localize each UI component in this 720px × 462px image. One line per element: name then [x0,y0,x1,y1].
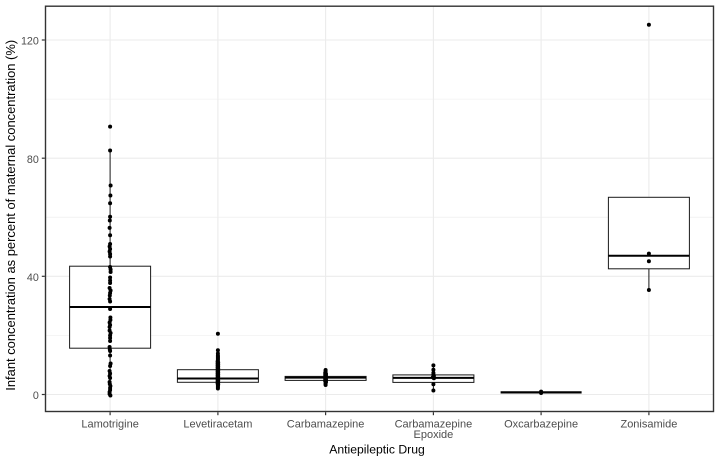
svg-text:Levetiracetam: Levetiracetam [183,419,252,431]
svg-text:Lamotrigine: Lamotrigine [81,419,138,431]
svg-text:Carbamazepine: Carbamazepine [287,419,365,431]
svg-text:Infant concentration as percen: Infant concentration as percent of mater… [3,40,18,391]
svg-text:Zonisamide: Zonisamide [620,419,677,431]
svg-text:Oxcarbazepine: Oxcarbazepine [504,419,578,431]
svg-text:40: 40 [27,272,39,284]
svg-text:80: 80 [27,154,39,166]
svg-text:Carbamazepine: Carbamazepine [395,419,473,431]
svg-text:Antiepileptic Drug: Antiepileptic Drug [329,443,425,457]
svg-text:Epoxide: Epoxide [414,429,454,441]
svg-text:120: 120 [21,36,39,48]
svg-text:0: 0 [33,390,39,402]
